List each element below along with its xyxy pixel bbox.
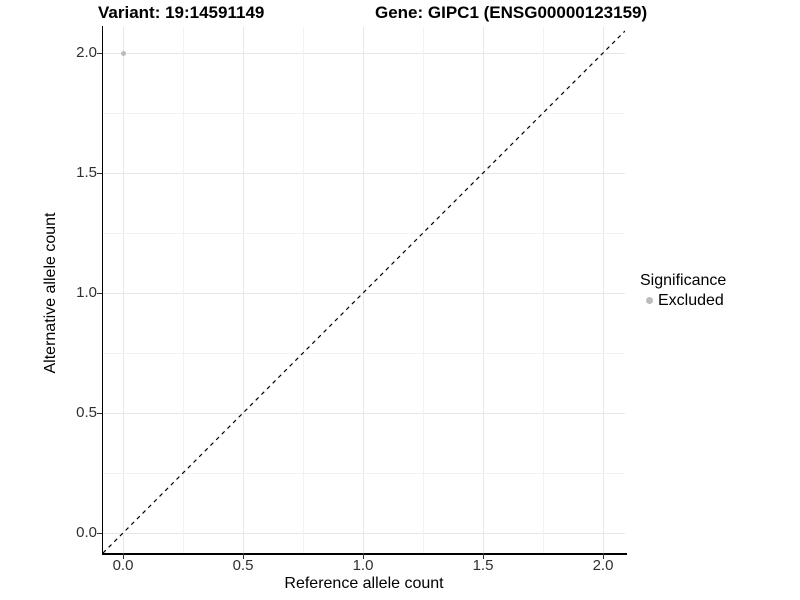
x-tick-mark bbox=[362, 553, 364, 559]
y-tick-mark bbox=[96, 52, 102, 54]
gridline bbox=[243, 27, 244, 553]
y-tick-label: 1.0 bbox=[76, 284, 97, 301]
gridline bbox=[603, 27, 604, 553]
gridline bbox=[103, 533, 625, 534]
plot-title-variant: Variant: 19:14591149 bbox=[98, 3, 265, 22]
legend-title: Significance bbox=[640, 272, 727, 289]
gridline bbox=[123, 27, 124, 553]
legend-point-icon bbox=[646, 297, 653, 304]
y-tick-mark bbox=[96, 172, 102, 174]
gridline bbox=[483, 27, 484, 553]
gridline bbox=[423, 27, 424, 553]
x-axis-title: Reference allele count bbox=[284, 575, 444, 592]
y-tick-label: 0.5 bbox=[76, 404, 97, 421]
x-tick-label: 0.0 bbox=[112, 557, 134, 574]
gridline bbox=[103, 173, 625, 174]
y-axis-line bbox=[101, 26, 103, 554]
gridline bbox=[103, 473, 625, 474]
x-tick-mark bbox=[482, 553, 484, 559]
x-tick-label: 0.5 bbox=[232, 557, 254, 574]
y-tick-mark bbox=[96, 532, 102, 534]
gridline bbox=[103, 293, 625, 294]
plot-title-gene: Gene: GIPC1 (ENSG00000123159) bbox=[375, 3, 648, 22]
gridline bbox=[103, 113, 625, 114]
gridline bbox=[183, 27, 184, 553]
y-tick-mark bbox=[96, 412, 102, 414]
x-tick-label: 1.5 bbox=[472, 557, 494, 574]
y-tick-label: 1.5 bbox=[76, 164, 97, 181]
data-point bbox=[120, 50, 126, 56]
legend: Significance Excluded bbox=[640, 270, 780, 310]
gridline bbox=[103, 353, 625, 354]
gridline bbox=[103, 233, 625, 234]
x-tick-mark bbox=[122, 553, 124, 559]
x-tick-mark bbox=[602, 553, 604, 559]
gridline bbox=[103, 53, 625, 54]
x-axis-line bbox=[101, 553, 627, 555]
x-tick-mark bbox=[242, 553, 244, 559]
identity-dashed-line bbox=[103, 30, 625, 553]
gridline bbox=[103, 413, 625, 414]
gridline bbox=[303, 27, 304, 553]
y-axis-title: Alternative allele count bbox=[42, 212, 59, 374]
x-tick-label: 2.0 bbox=[592, 557, 614, 574]
y-tick-mark bbox=[96, 292, 102, 294]
y-tick-label: 0.0 bbox=[76, 524, 97, 541]
plot-panel bbox=[103, 27, 625, 553]
legend-item-label: Excluded bbox=[658, 292, 724, 309]
y-tick-label: 2.0 bbox=[76, 44, 97, 61]
x-tick-label: 1.0 bbox=[352, 557, 374, 574]
gridline bbox=[543, 27, 544, 553]
gridline bbox=[363, 27, 364, 553]
legend-item-excluded: Excluded bbox=[640, 291, 780, 310]
